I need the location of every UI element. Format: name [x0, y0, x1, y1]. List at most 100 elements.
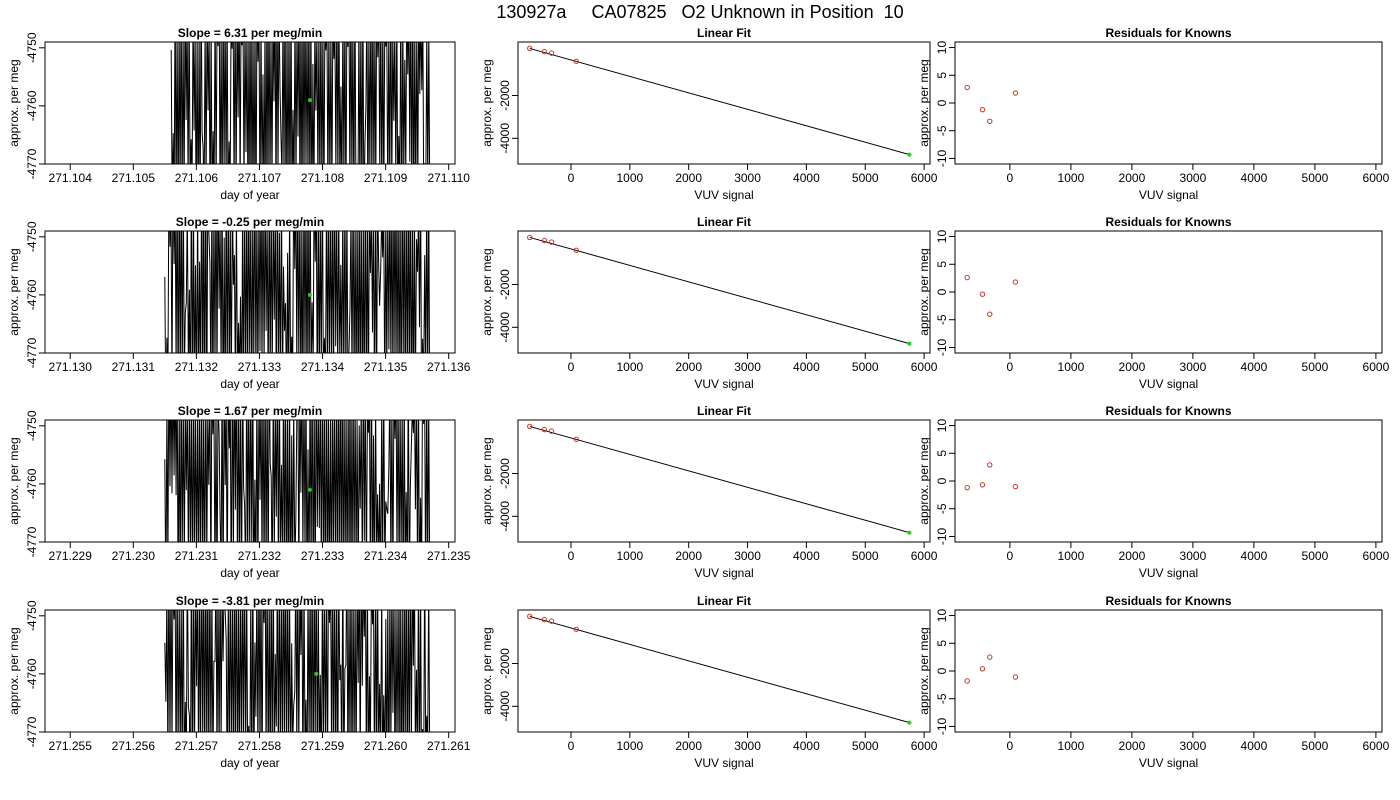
x-tick-label: 3000 — [1180, 739, 1207, 753]
x-tick-label: 6000 — [911, 171, 938, 185]
y-tick-label: -2000 — [498, 458, 512, 489]
residual-point — [964, 678, 970, 684]
x-tick-label: 271.133 — [238, 360, 282, 374]
plot-data — [527, 234, 912, 346]
residual-point — [987, 311, 993, 317]
x-tick-label: 6000 — [911, 549, 938, 563]
x-tick-label: 3000 — [1180, 549, 1207, 563]
x-tick-label: 6000 — [911, 360, 938, 374]
timeseries-trace — [164, 610, 431, 732]
y-axis-label: approx. per meg — [7, 437, 21, 524]
known-point — [527, 45, 533, 52]
y-axis-label: approx. per meg — [480, 248, 494, 335]
panel-title: Linear Fit — [697, 26, 751, 40]
x-tick-label: 271.109 — [364, 171, 408, 185]
x-tick-label: 1000 — [616, 171, 643, 185]
x-tick-label: 271.134 — [301, 360, 345, 374]
plot-frame — [517, 41, 931, 165]
plot-data — [164, 610, 431, 732]
unknown-point-marker — [307, 98, 312, 103]
x-tick-label: 0 — [1007, 549, 1014, 563]
x-tick-label: 5000 — [852, 549, 879, 563]
y-axis-label: approx. per meg — [7, 627, 21, 714]
x-tick-label: 2000 — [1119, 360, 1146, 374]
x-axis-label: VUV signal — [694, 566, 753, 580]
panel-title: Linear Fit — [697, 215, 751, 229]
x-tick-label: 271.234 — [364, 549, 408, 563]
x-tick-label: 271.107 — [238, 171, 282, 185]
x-tick-label: 4000 — [1241, 549, 1268, 563]
unknown-point — [907, 530, 912, 535]
x-tick-label: 271.106 — [175, 171, 219, 185]
residual-point — [979, 291, 986, 297]
x-tick-label: 2000 — [1119, 739, 1146, 753]
known-point — [527, 234, 533, 241]
y-tick-label: -4750 — [25, 32, 39, 63]
plot-data — [164, 420, 431, 542]
plot-frame — [954, 230, 1383, 354]
x-tick-label: 4000 — [1241, 171, 1268, 185]
x-tick-label: 3000 — [734, 739, 761, 753]
x-tick-label: 6000 — [1363, 549, 1390, 563]
residual-point — [987, 654, 993, 660]
panel-title: Slope = 1.67 per meg/min — [178, 404, 322, 418]
x-axis-label: day of year — [220, 756, 279, 770]
y-tick-label: 5 — [935, 640, 949, 647]
fit-line — [529, 425, 910, 534]
panel-title: Linear Fit — [697, 594, 751, 608]
x-tick-label: 4000 — [793, 171, 820, 185]
y-tick-label: -5 — [935, 314, 949, 325]
known-point — [573, 436, 579, 442]
y-tick-label: -4000 — [498, 312, 512, 343]
x-tick-label: 4000 — [793, 360, 820, 374]
y-tick-label: 10 — [935, 230, 949, 244]
x-tick-label: 271.261 — [427, 739, 471, 753]
x-tick-label: 271.255 — [49, 739, 93, 753]
known-point — [573, 58, 579, 64]
unknown-point — [907, 720, 912, 725]
x-axis-label: VUV signal — [694, 756, 753, 770]
plot-data — [964, 84, 1019, 125]
y-axis-label: approx. per meg — [917, 627, 931, 714]
y-tick-label: -2000 — [498, 269, 512, 300]
x-tick-label: 6000 — [1363, 171, 1390, 185]
x-axis-label: day of year — [220, 377, 279, 391]
panel-title: Slope = -0.25 per meg/min — [176, 215, 324, 229]
x-axis-label: VUV signal — [1139, 188, 1198, 202]
y-tick-label: -2000 — [498, 80, 512, 111]
x-tick-label: 271.258 — [238, 739, 282, 753]
panel-residuals-row-1: Residuals for Knowns 0 1000 2000 3000 4000 500… — [917, 26, 1390, 202]
plot-frame — [954, 609, 1383, 733]
x-axis-label: day of year — [220, 566, 279, 580]
y-tick-label: -4000 — [498, 501, 512, 532]
fit-line — [529, 47, 910, 156]
plot-frame — [517, 609, 931, 733]
x-tick-label: 5000 — [1302, 171, 1329, 185]
panel-residuals-row-4: Residuals for Knowns 0 1000 2000 3000 4000 500… — [917, 594, 1390, 770]
x-tick-label: 1000 — [1058, 360, 1085, 374]
x-tick-label: 3000 — [734, 171, 761, 185]
x-tick-label: 6000 — [911, 739, 938, 753]
panel-timeseries-row-4: Slope = -3.81 per meg/min 271.255 271.256 2… — [7, 594, 471, 770]
fit-line — [529, 236, 910, 345]
plot-data — [964, 654, 1019, 684]
y-tick-label: -4760 — [25, 468, 39, 499]
panel-timeseries-row-1: Slope = 6.31 per meg/min 271.104 271.105 27… — [7, 26, 470, 202]
x-tick-label: 1000 — [1058, 549, 1085, 563]
plot-data — [527, 45, 912, 157]
x-tick-label: 5000 — [1302, 549, 1329, 563]
x-tick-label: 1000 — [616, 549, 643, 563]
unknown-point-marker — [307, 487, 312, 492]
timeseries-trace — [164, 420, 431, 542]
timeseries-trace — [164, 231, 430, 353]
x-tick-label: 0 — [568, 360, 575, 374]
x-tick-label: 271.235 — [427, 549, 471, 563]
y-tick-label: -4750 — [25, 221, 39, 252]
known-point — [573, 626, 579, 632]
panel-title: Residuals for Knowns — [1105, 26, 1231, 40]
y-tick-label: -4760 — [25, 658, 39, 689]
unknown-point — [907, 152, 912, 157]
y-tick-label: -5 — [935, 125, 949, 136]
x-tick-label: 4000 — [793, 739, 820, 753]
